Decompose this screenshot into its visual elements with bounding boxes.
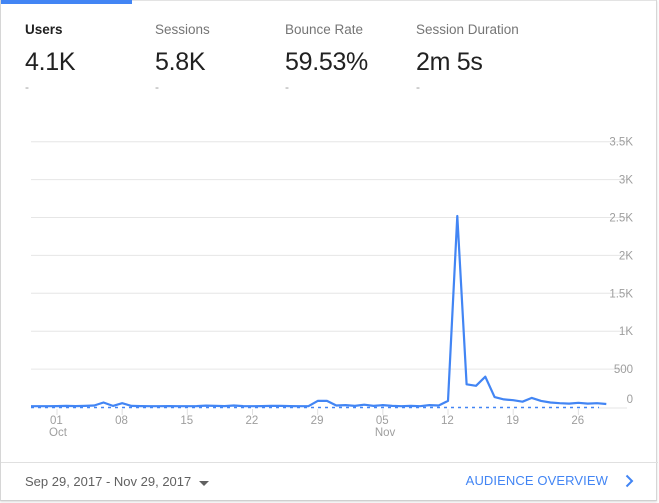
y-tick-label: 2K <box>619 250 633 262</box>
metric-delta: - <box>25 80 29 94</box>
metric-label: Session Duration <box>416 22 519 37</box>
y-tick-label: 3.5K <box>609 137 633 149</box>
metric-value: 4.1K <box>25 48 76 76</box>
metric-delta: - <box>155 80 159 94</box>
y-tick-label: 3K <box>619 175 633 187</box>
x-tick-month-label: Oct <box>49 427 68 439</box>
metric-delta: - <box>285 80 289 94</box>
tab-bounce-rate[interactable]: Bounce Rate 59.53% - <box>285 0 415 100</box>
users-series-line <box>31 214 607 408</box>
x-tick-month-label: Nov <box>375 427 396 439</box>
x-tick-label: 22 <box>246 415 259 427</box>
audience-overview-link[interactable]: AUDIENCE OVERVIEW <box>466 473 636 488</box>
metric-value: 5.8K <box>155 48 206 76</box>
x-tick-label: 01 <box>50 415 63 427</box>
tab-session-duration[interactable]: Session Duration 2m 5s - <box>416 0 546 100</box>
x-tick-label: 29 <box>311 415 324 427</box>
metric-label: Users <box>25 22 63 37</box>
x-tick-label: 12 <box>441 415 454 427</box>
y-tick-label: 1K <box>619 326 633 338</box>
metric-label: Sessions <box>155 22 210 37</box>
tab-divider <box>132 0 656 1</box>
metric-value: 2m 5s <box>416 48 483 76</box>
caret-down-icon <box>199 480 210 486</box>
metric-value: 59.53% <box>285 48 368 76</box>
y-axis-labels: 0 500 1K 1.5K 2K 2.5K 3K 3.5K <box>609 137 633 406</box>
y-tick-label: 500 <box>614 364 633 376</box>
x-tick-label: 19 <box>506 415 519 427</box>
x-tick-label: 15 <box>180 415 193 427</box>
chart-gridlines <box>31 141 627 409</box>
x-tick-label: 05 <box>376 415 389 427</box>
metric-delta: - <box>416 80 420 94</box>
y-tick-label: 2.5K <box>609 213 633 225</box>
x-tick-label: 26 <box>571 415 584 427</box>
y-tick-label: 1.5K <box>609 288 633 300</box>
chevron-right-icon <box>625 474 634 487</box>
date-range-label: Sep 29, 2017 - Nov 29, 2017 <box>25 474 192 489</box>
tab-users[interactable]: Users 4.1K - <box>25 0 155 100</box>
card-footer: Sep 29, 2017 - Nov 29, 2017 AUDIENCE OVE… <box>1 462 658 501</box>
date-range-selector[interactable]: Sep 29, 2017 - Nov 29, 2017 <box>25 474 210 489</box>
x-tick-label: 08 <box>115 415 128 427</box>
active-tab-indicator <box>1 0 132 4</box>
y-tick-label: 0 <box>627 394 633 406</box>
metric-label: Bounce Rate <box>285 22 364 37</box>
metric-tabs: Users 4.1K - Sessions 5.8K - Bounce Rate… <box>1 0 656 110</box>
audience-overview-label: AUDIENCE OVERVIEW <box>465 473 608 488</box>
tab-sessions[interactable]: Sessions 5.8K - <box>155 0 285 100</box>
